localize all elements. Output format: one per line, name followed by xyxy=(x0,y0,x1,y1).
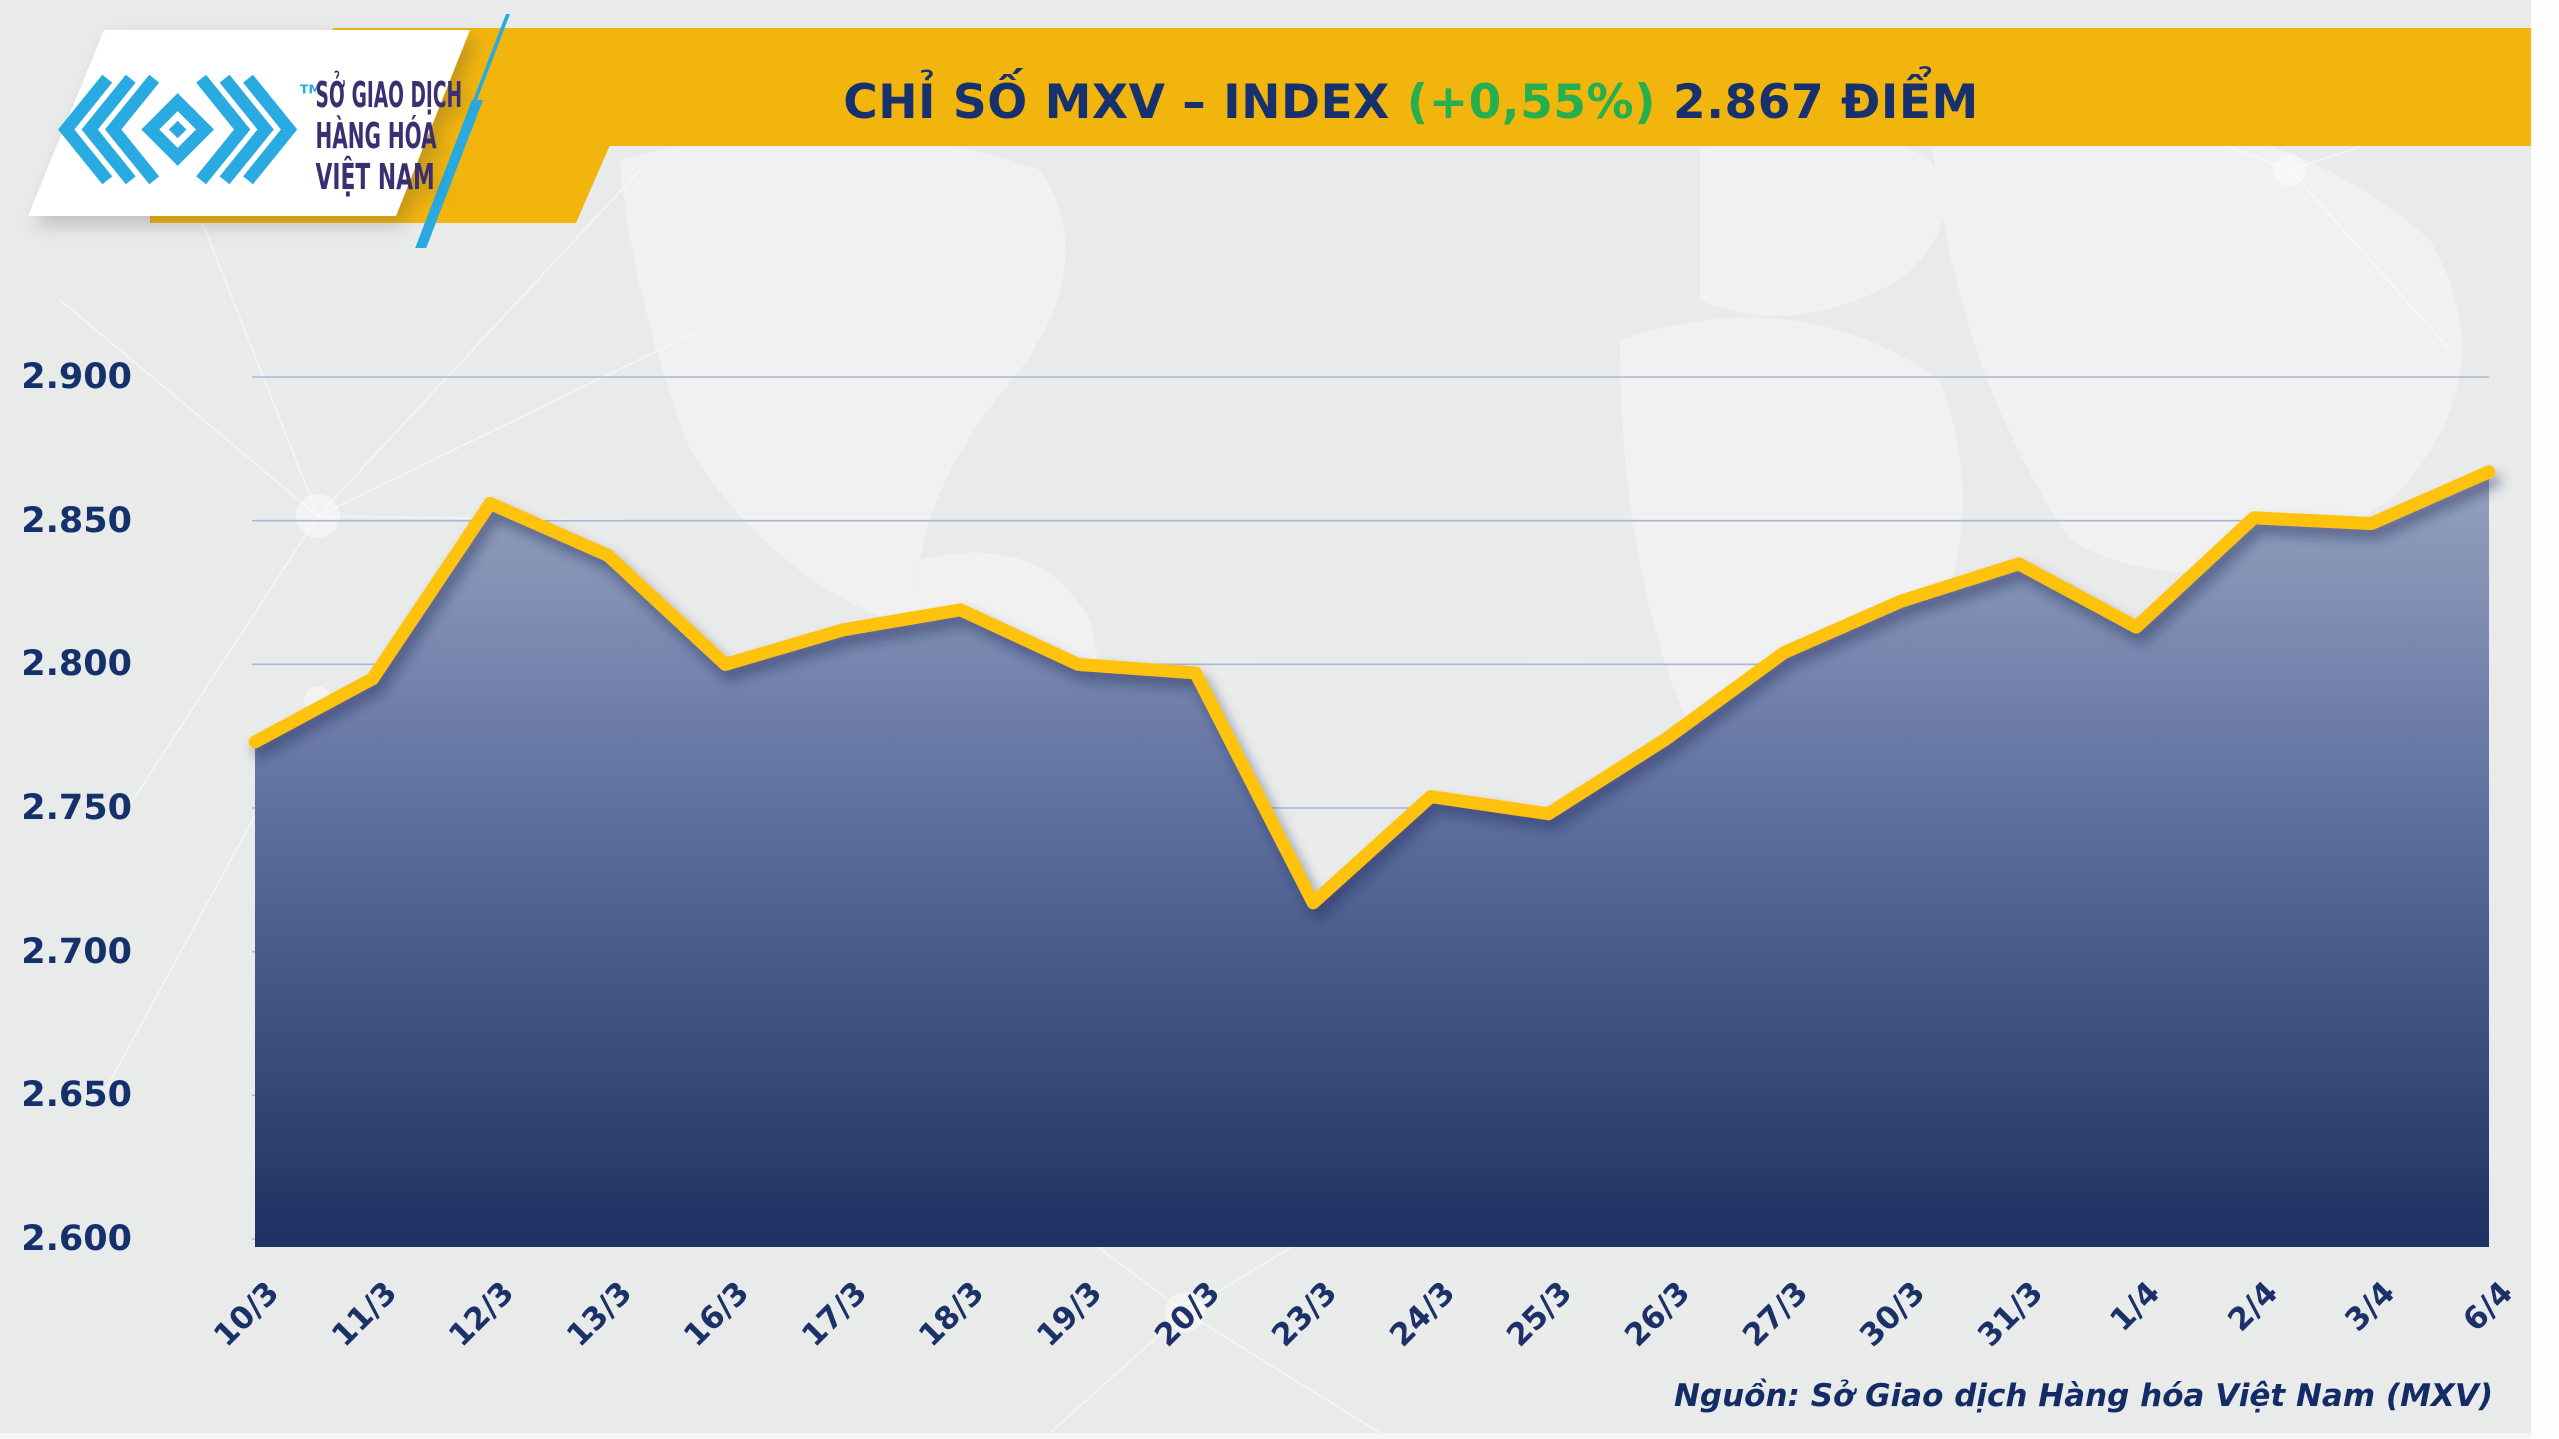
mxv-logo: TM SỞ GIAO DỊCH HÀNG HÓA VIỆT NAM xyxy=(58,70,462,198)
title-value: 2.867 ĐIỂM xyxy=(1656,74,1979,130)
chart-title: CHỈ SỐ MXV – INDEX (+0,55%) 2.867 ĐIỂM xyxy=(291,28,2531,146)
title-change-percent: (+0,55%) xyxy=(1406,74,1657,130)
tm-mark: TM xyxy=(300,81,321,96)
area-fill xyxy=(255,471,2489,1247)
mxv-logo-mark xyxy=(58,74,298,185)
logo-text-line3: VIỆT NAM xyxy=(315,155,434,198)
y-axis-label: 2.800 xyxy=(21,644,132,685)
y-axis-label: 2.750 xyxy=(21,788,132,828)
y-axis-label: 2.850 xyxy=(21,500,132,541)
mxv-logo-dot xyxy=(168,120,187,139)
y-axis-label: 2.650 xyxy=(21,1075,132,1116)
logo-text-line2: HÀNG HÓA xyxy=(315,115,437,157)
index-line xyxy=(248,465,2496,910)
y-axis-label: 2.900 xyxy=(21,357,132,397)
y-axis-label: 2.700 xyxy=(21,931,132,972)
title-banner xyxy=(291,28,2531,146)
source-credit: Nguồn: Sở Giao dịch Hàng hóa Việt Nam (M… xyxy=(1673,1378,2493,1414)
logo-text-line1: SỞ GIAO DỊCH xyxy=(315,70,462,116)
page-edge-right xyxy=(2531,0,2559,1439)
page-edge-bottom xyxy=(0,1433,2531,1439)
y-axis-label: 2.600 xyxy=(21,1219,132,1259)
title-prefix: CHỈ SỐ MXV – INDEX xyxy=(843,74,1407,130)
